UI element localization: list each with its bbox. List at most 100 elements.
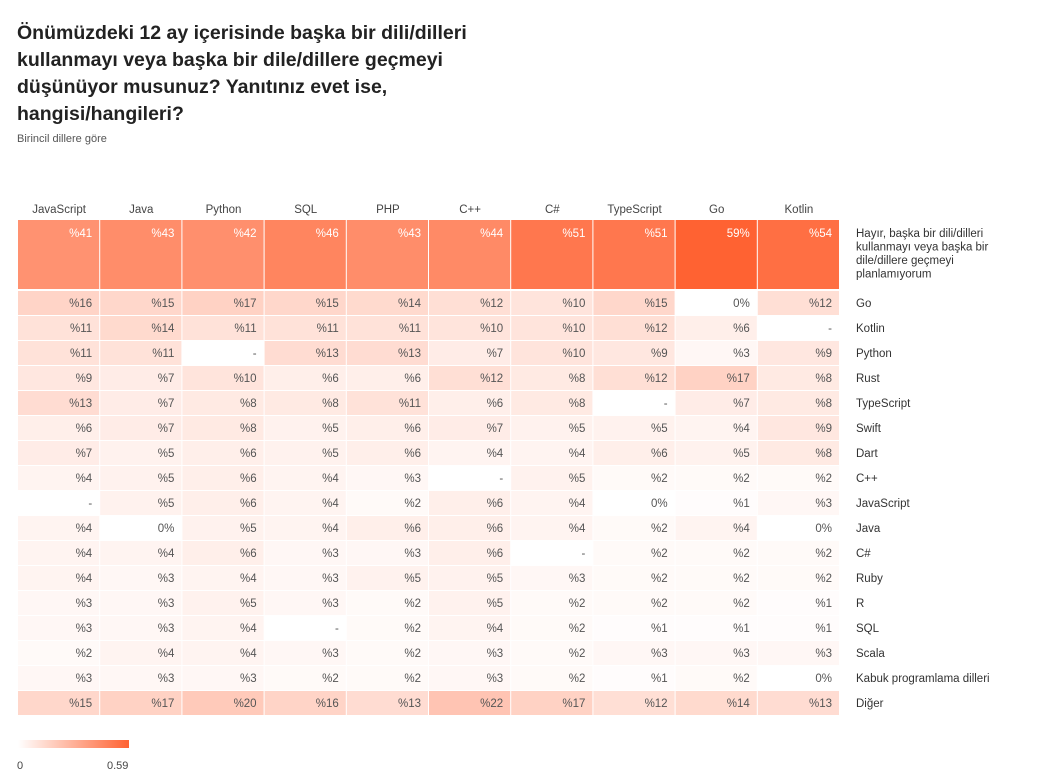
heatmap-cell	[182, 666, 264, 690]
heatmap-cell	[757, 391, 839, 415]
row-label-sql: SQL	[856, 623, 880, 635]
heatmap-cell	[100, 441, 182, 465]
heatmap-cell	[264, 541, 346, 565]
heatmap-cell	[264, 316, 346, 340]
heatmap-cell	[264, 291, 346, 315]
cell-label: %4	[733, 423, 750, 435]
heatmap-cell	[346, 466, 428, 490]
heatmap-cell	[182, 616, 264, 640]
cell-label: %11	[234, 323, 256, 335]
cell-label: %3	[733, 648, 750, 660]
heatmap-cell	[100, 691, 182, 715]
heatmap-cell	[511, 591, 593, 615]
heatmap-cell	[429, 291, 511, 315]
heatmap-cell	[100, 341, 182, 365]
cell-label: %13	[398, 698, 421, 710]
heatmap-cell	[100, 666, 182, 690]
heatmap-cell	[100, 220, 182, 289]
heatmap-cell	[675, 366, 757, 390]
heatmap-cell	[757, 341, 839, 365]
cell-label: %15	[151, 298, 174, 310]
cell-label: %5	[158, 473, 175, 485]
cell-label: %3	[733, 348, 750, 360]
cell-label: %12	[645, 373, 668, 385]
cell-label: %43	[151, 228, 174, 240]
heatmap-cell	[264, 416, 346, 440]
heatmap-cell	[511, 566, 593, 590]
cell-label: %11	[70, 348, 92, 360]
cell-label: %2	[322, 673, 339, 685]
cell-label: %43	[398, 228, 421, 240]
heatmap-cell	[429, 566, 511, 590]
cell-label: %15	[645, 298, 668, 310]
cell-label: %4	[569, 523, 586, 535]
heatmap-cell	[429, 641, 511, 665]
cell-label: %4	[76, 523, 93, 535]
heatmap-cell	[511, 316, 593, 340]
heatmap-cell	[264, 366, 346, 390]
cell-label: -	[253, 348, 257, 360]
heatmap-cell	[593, 466, 675, 490]
heatmap-cell	[264, 466, 346, 490]
heatmap-cell	[429, 516, 511, 540]
heatmap-cell	[429, 666, 511, 690]
heatmap-cell	[18, 616, 100, 640]
cell-label: %5	[158, 498, 175, 510]
cell-label: %14	[151, 323, 175, 335]
row-label-kabuk-programlama-dilleri: Kabuk programlama dilleri	[856, 673, 990, 685]
cell-label: -	[664, 398, 668, 410]
heatmap-cell	[675, 666, 757, 690]
cell-label: %9	[76, 373, 93, 385]
heatmap-cell	[675, 316, 757, 340]
heatmap-cell	[100, 641, 182, 665]
cell-label: 0%	[158, 523, 175, 535]
cell-label: %2	[815, 573, 832, 585]
cell-label: %6	[487, 498, 504, 510]
heatmap-cell	[675, 391, 757, 415]
heatmap-cell	[511, 416, 593, 440]
cell-label: %4	[322, 498, 339, 510]
cell-label: %8	[569, 373, 586, 385]
heatmap-cell	[182, 391, 264, 415]
heatmap-cell	[429, 616, 511, 640]
heatmap-cell	[100, 391, 182, 415]
heatmap-cell	[429, 220, 511, 289]
heatmap-cell	[264, 491, 346, 515]
heatmap-cell	[675, 641, 757, 665]
heatmap-cell	[429, 341, 511, 365]
heatmap-cell	[511, 466, 593, 490]
heatmap-cell	[429, 591, 511, 615]
cell-label: %10	[234, 373, 257, 385]
cell-label: %5	[651, 423, 668, 435]
heatmap-cell	[264, 391, 346, 415]
row-label-swift: Swift	[856, 423, 882, 435]
heatmap-cell	[264, 220, 346, 289]
heatmap-cell	[182, 441, 264, 465]
row-label-scala: Scala	[856, 648, 885, 660]
cell-label: -	[582, 548, 586, 560]
cell-label: %7	[487, 423, 504, 435]
heatmap-cell	[182, 641, 264, 665]
cell-label: %3	[487, 648, 504, 660]
heatmap-cell	[593, 220, 675, 289]
cell-label: %6	[733, 323, 750, 335]
heatmap-cell	[264, 641, 346, 665]
cell-label: -	[499, 473, 503, 485]
cell-label: %3	[158, 598, 175, 610]
heatmap-cell	[100, 316, 182, 340]
cell-label: %3	[651, 648, 668, 660]
cell-label: %5	[322, 448, 339, 460]
cell-label: %1	[733, 623, 750, 635]
row-label-kotlin: Kotlin	[856, 323, 885, 335]
cell-label: %3	[76, 598, 93, 610]
cell-label: %9	[651, 348, 668, 360]
column-label-python: Python	[206, 204, 242, 216]
cell-label: %11	[70, 323, 92, 335]
cell-label: %2	[404, 498, 421, 510]
heatmap-cell	[182, 316, 264, 340]
cell-label: %4	[322, 523, 339, 535]
heatmap-cell	[757, 591, 839, 615]
heatmap-cell	[182, 466, 264, 490]
cell-label: %15	[316, 298, 339, 310]
cell-label: 0%	[815, 523, 832, 535]
